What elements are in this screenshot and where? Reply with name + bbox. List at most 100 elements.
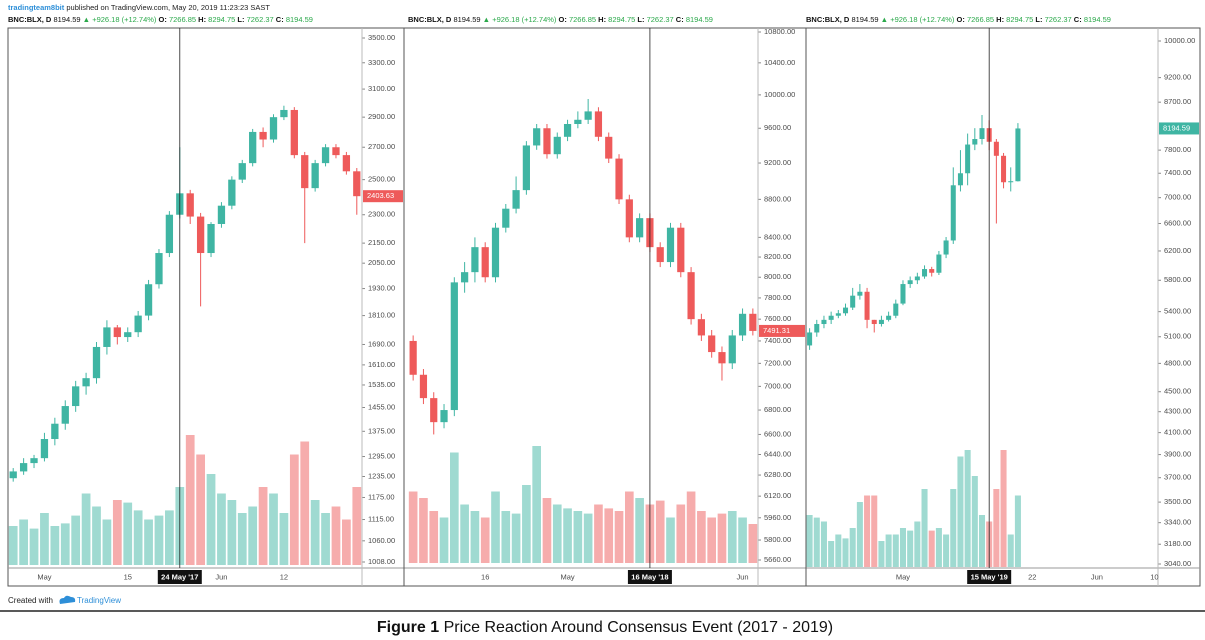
ohlc-label: H: — [598, 15, 606, 24]
y-tick-label: 5800.00 — [1164, 275, 1191, 284]
volume-bar — [522, 485, 531, 563]
volume-bar — [237, 513, 247, 565]
volume-bar — [144, 519, 153, 565]
candle-body — [522, 145, 530, 191]
candle-body — [584, 111, 592, 120]
y-tick-label: 7800.00 — [764, 293, 791, 302]
volume-bar — [279, 513, 289, 565]
y-tick-label: 8400.00 — [764, 232, 791, 241]
volume-bar — [604, 508, 614, 563]
ohlc-value: 7262.37 — [647, 15, 674, 24]
y-tick-label: 1115.00 — [368, 515, 394, 524]
candle-body — [993, 141, 999, 156]
volume-bar — [655, 500, 665, 563]
up-arrow: ▲ — [881, 15, 888, 24]
last-price: 8194.59 — [851, 15, 878, 24]
last-price-tag — [1159, 122, 1199, 135]
symbol: BNC:BLX, D — [806, 15, 850, 24]
x-tick-label: Jun — [1091, 572, 1103, 581]
ohlc-value: 8294.75 — [608, 15, 635, 24]
y-tick-label: 10800.00 — [764, 27, 795, 36]
y-tick-label: 3700.00 — [1164, 473, 1191, 482]
event-label: 15 May '19 — [971, 572, 1008, 581]
y-tick-label: 10400.00 — [764, 58, 795, 67]
y-tick-label: 5400.00 — [1164, 307, 1191, 316]
candle-body — [61, 406, 69, 424]
y-tick-label: 3040.00 — [1164, 559, 1191, 568]
y-tick-label: 1175.00 — [368, 492, 395, 501]
caption: Figure 1 Price Reaction Around Consensus… — [377, 619, 833, 636]
y-tick-label: 1535.00 — [368, 380, 395, 389]
candle-body — [92, 346, 101, 379]
volume-bar — [165, 510, 174, 565]
y-tick-label: 2150.00 — [368, 238, 395, 247]
volume-bar — [1007, 534, 1014, 567]
candle-body — [605, 136, 613, 159]
volume-bar — [40, 513, 49, 565]
up-arrow: ▲ — [483, 15, 490, 24]
y-tick-label: 3300.00 — [368, 58, 395, 67]
volume-bar — [532, 446, 541, 563]
brand[interactable]: TradingView — [77, 596, 121, 605]
candle-body — [943, 240, 949, 255]
volume-bar — [594, 504, 603, 563]
volume-bar — [885, 534, 892, 567]
candle-body — [687, 272, 695, 320]
volume-bar — [813, 517, 820, 567]
x-tick-label: 10 — [1150, 572, 1158, 581]
last-price-tag — [363, 190, 403, 203]
candle-body — [842, 307, 849, 314]
volume-bar — [899, 528, 906, 567]
y-tick-label: 1060.00 — [368, 536, 395, 545]
volume-bar — [552, 504, 562, 563]
candle-body — [353, 171, 361, 197]
y-tick-label: 3340.00 — [1164, 518, 1191, 527]
last-price-label: 7491.31 — [763, 326, 790, 335]
candle-body — [957, 173, 963, 186]
candle-body — [594, 111, 603, 137]
legend: BNC:BLX, D 8194.59 ▲ +926.18 (+12.74%) O… — [408, 15, 713, 24]
volume-bar — [248, 506, 258, 565]
candle-body — [491, 227, 500, 278]
ohlc-value: 8294.75 — [208, 15, 235, 24]
event-label: 16 May '18 — [631, 572, 668, 581]
y-tick-label: 1235.00 — [368, 471, 395, 480]
candle-body — [615, 158, 623, 200]
volume-bar — [217, 493, 226, 565]
volume-bar — [738, 517, 747, 563]
x-tick-label: May — [896, 572, 910, 581]
y-tick-label: 5800.00 — [764, 535, 791, 544]
volume-bar — [123, 502, 133, 565]
y-tick-label: 6120.00 — [764, 491, 791, 500]
candle-body — [697, 319, 705, 336]
volume-bar — [19, 519, 28, 565]
candle-body — [864, 291, 870, 320]
y-tick-label: 3500.00 — [1164, 497, 1191, 506]
publish-line: tradingteam8bit published on TradingView… — [8, 3, 270, 12]
candle-body — [196, 216, 205, 254]
y-tick-label: 9200.00 — [764, 158, 791, 167]
event-label-bg — [157, 570, 202, 584]
y-tick-label: 7000.00 — [1164, 193, 1191, 202]
candle-body — [290, 109, 298, 156]
y-tick-label: 2500.00 — [368, 175, 395, 184]
candle-body — [342, 155, 351, 172]
candle-body — [450, 282, 458, 411]
volume-bar — [748, 524, 758, 563]
volume-bar — [957, 456, 964, 567]
y-tick-label: 2300.00 — [368, 210, 395, 219]
candle-body — [738, 313, 747, 336]
candle-body — [972, 139, 978, 145]
candle-body — [965, 144, 971, 174]
x-tick-label: 16 — [481, 572, 489, 581]
legend: BNC:BLX, D 8194.59 ▲ +926.18 (+12.74%) O… — [806, 15, 1111, 24]
candle-body — [749, 313, 757, 331]
y-tick-label: 1008.00 — [368, 557, 395, 566]
y-tick-label: 6440.00 — [764, 449, 791, 458]
volume-bar — [154, 515, 164, 565]
volume-bar — [820, 521, 827, 567]
ohlc-label: C: — [1074, 15, 1082, 24]
volume-bar — [511, 513, 521, 563]
volume-bar — [206, 474, 216, 565]
